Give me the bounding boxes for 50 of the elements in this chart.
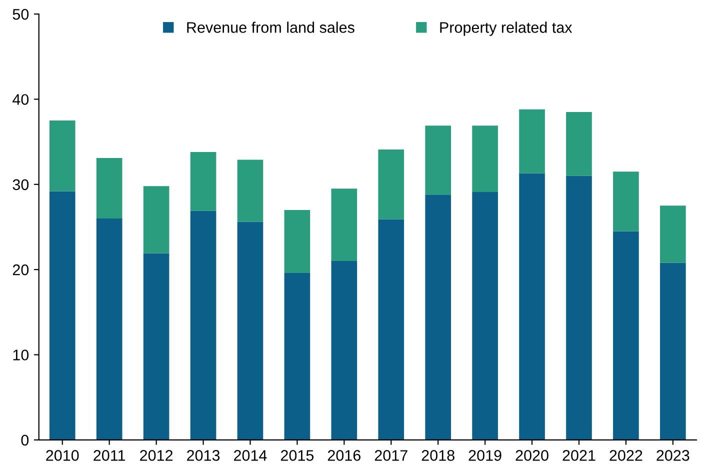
x-tick-label: 2016 bbox=[328, 450, 360, 461]
y-tick-label: 30 bbox=[12, 179, 29, 190]
bar bbox=[331, 188, 358, 262]
bar bbox=[425, 194, 452, 440]
legend-label: Revenue from land sales bbox=[187, 22, 354, 33]
bar bbox=[425, 126, 452, 195]
bar bbox=[378, 149, 404, 220]
x-tick-label: 2023 bbox=[656, 450, 690, 461]
bar bbox=[143, 253, 170, 440]
y-tick-label: 20 bbox=[12, 264, 29, 276]
x-tick-label: 2015 bbox=[280, 450, 314, 461]
bar bbox=[566, 176, 592, 440]
x-tick-label: 2011 bbox=[94, 450, 126, 461]
bar bbox=[378, 219, 404, 440]
bar bbox=[49, 120, 76, 192]
bar bbox=[237, 160, 264, 222]
bar bbox=[566, 112, 592, 176]
x-tick-label: 2010 bbox=[46, 450, 79, 461]
bar bbox=[96, 218, 122, 440]
x-tick-label: 2013 bbox=[187, 450, 220, 461]
bar bbox=[143, 186, 170, 254]
x-tick-label: 2017 bbox=[374, 450, 408, 461]
x-tick-label: 2014 bbox=[234, 450, 267, 461]
x-tick-label: 2021 bbox=[562, 450, 596, 461]
bar bbox=[190, 210, 216, 440]
bar bbox=[331, 261, 358, 440]
y-tick-label: 50 bbox=[12, 8, 29, 20]
bar bbox=[660, 262, 686, 440]
bar bbox=[49, 191, 76, 440]
x-tick-label: 2018 bbox=[422, 450, 454, 461]
bar bbox=[613, 231, 639, 440]
bar bbox=[472, 192, 498, 440]
x-tick-label: 2022 bbox=[610, 450, 642, 461]
bar bbox=[472, 126, 498, 192]
x-tick-label: 2019 bbox=[468, 450, 502, 461]
bar bbox=[519, 109, 545, 174]
legend-label: Property related tax bbox=[440, 22, 572, 36]
bar bbox=[284, 210, 310, 273]
bar bbox=[96, 158, 122, 218]
bar bbox=[660, 206, 686, 263]
bar bbox=[190, 152, 216, 211]
bar bbox=[519, 173, 545, 440]
y-tick-label: 10 bbox=[13, 350, 29, 360]
bar bbox=[284, 272, 310, 440]
y-tick-label: 40 bbox=[12, 94, 29, 105]
x-tick-label: 2020 bbox=[516, 450, 548, 461]
bar bbox=[237, 222, 264, 440]
x-tick-label: 2012 bbox=[140, 450, 173, 461]
y-tick-label: 0 bbox=[21, 434, 29, 446]
bar bbox=[613, 172, 639, 232]
